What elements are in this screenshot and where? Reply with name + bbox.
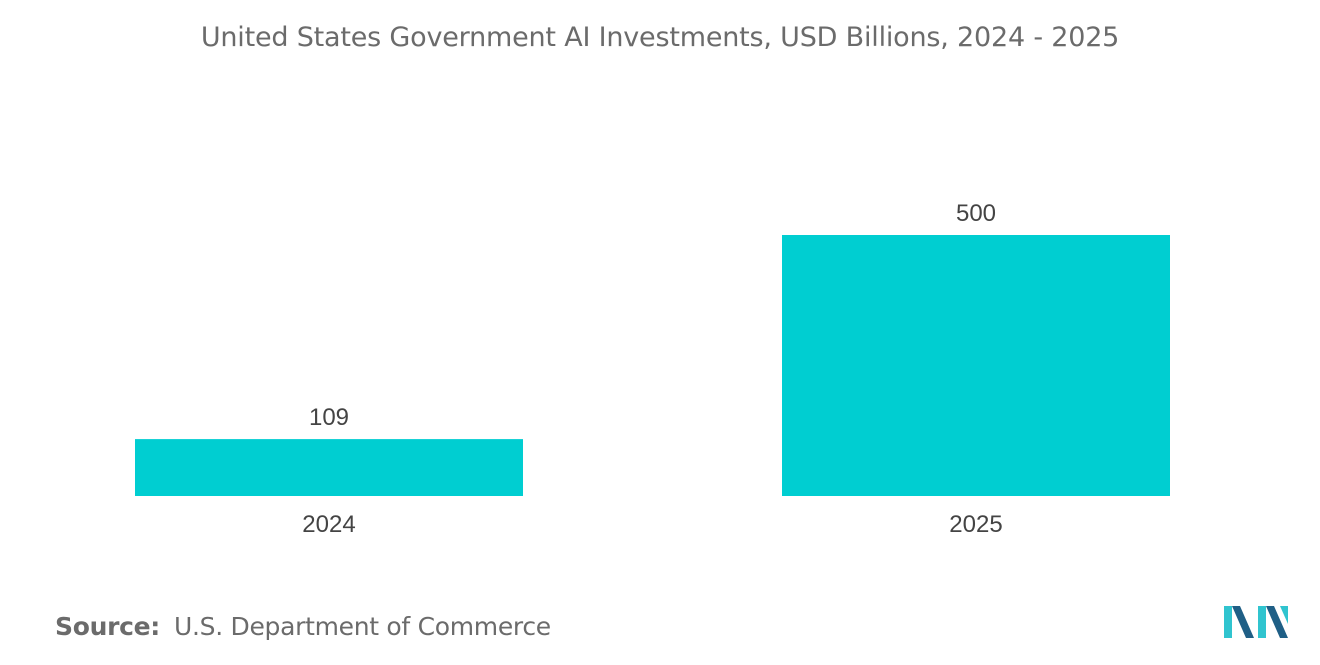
bar-value-label-2025: 500 <box>956 200 996 227</box>
bar-2025 <box>782 235 1170 496</box>
value-labels-group: 109 500 <box>309 200 996 431</box>
source-label: Source: <box>55 612 160 641</box>
chart-title: United States Government AI Investments,… <box>200 22 1120 53</box>
logo-part-2 <box>1232 606 1254 638</box>
bar-2024 <box>135 439 523 496</box>
x-axis-tick-labels: 2024 2025 <box>302 511 1002 538</box>
logo-part-1 <box>1224 606 1232 638</box>
source-text: U.S. Department of Commerce <box>173 612 551 641</box>
mordor-intelligence-logo-icon <box>1224 606 1288 638</box>
logo-part-4 <box>1258 606 1266 638</box>
bars-group <box>135 235 1170 496</box>
logo-part-5 <box>1266 606 1288 638</box>
bar-chart: 109 500 2024 2025 <box>135 200 1170 538</box>
source-note: Source: U.S. Department of Commerce <box>55 612 551 641</box>
bar-value-label-2024: 109 <box>309 404 349 431</box>
logo-part-6 <box>1280 606 1288 624</box>
x-tick-label-2025: 2025 <box>949 511 1002 538</box>
x-tick-label-2024: 2024 <box>302 511 355 538</box>
